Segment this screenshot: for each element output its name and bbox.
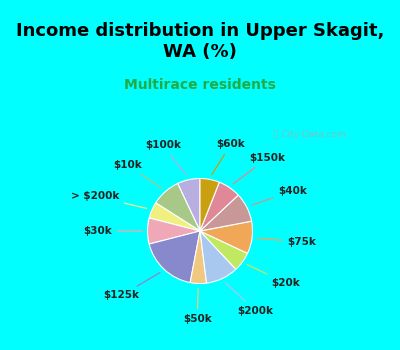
Text: $40k: $40k: [252, 186, 308, 205]
Wedge shape: [200, 178, 219, 231]
Text: Income distribution in Upper Skagit,
WA (%): Income distribution in Upper Skagit, WA …: [16, 22, 384, 61]
Text: > $200k: > $200k: [71, 191, 147, 209]
Text: $10k: $10k: [113, 160, 161, 188]
Wedge shape: [200, 231, 248, 269]
Text: $30k: $30k: [83, 226, 142, 236]
Wedge shape: [200, 195, 252, 231]
Wedge shape: [200, 182, 238, 231]
Text: $20k: $20k: [247, 265, 300, 288]
Wedge shape: [200, 221, 252, 253]
Text: $125k: $125k: [104, 273, 160, 300]
Text: ⓘ City-Data.com: ⓘ City-Data.com: [273, 130, 346, 139]
Text: $50k: $50k: [183, 289, 212, 324]
Wedge shape: [149, 231, 200, 282]
Wedge shape: [156, 183, 200, 231]
Text: $60k: $60k: [212, 139, 245, 175]
Wedge shape: [178, 178, 200, 231]
Wedge shape: [200, 231, 236, 283]
Text: $75k: $75k: [258, 237, 316, 247]
Text: Multirace residents: Multirace residents: [124, 78, 276, 92]
Wedge shape: [190, 231, 206, 284]
Text: $150k: $150k: [233, 153, 286, 184]
Text: $200k: $200k: [226, 283, 274, 316]
Text: $100k: $100k: [145, 140, 186, 175]
Wedge shape: [148, 218, 200, 244]
Wedge shape: [149, 203, 200, 231]
